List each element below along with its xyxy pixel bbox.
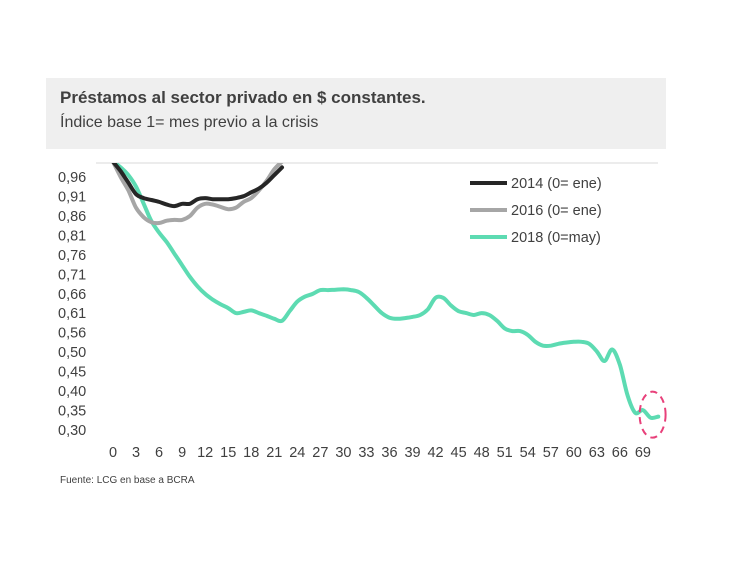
x-tick-label: 0 — [109, 445, 117, 461]
x-tick-label: 48 — [474, 445, 490, 461]
chart-header: Préstamos al sector privado en $ constan… — [46, 78, 666, 149]
x-tick-label: 18 — [243, 445, 259, 461]
chart-subtitle: Índice base 1= mes previo a la crisis — [60, 114, 319, 131]
source-note: Fuente: LCG en base a BCRA — [60, 475, 195, 486]
x-tick-label: 9 — [178, 445, 186, 461]
x-tick-label: 12 — [197, 445, 213, 461]
x-tick-label: 69 — [635, 445, 651, 461]
chart-title: Préstamos al sector privado en $ constan… — [60, 88, 426, 107]
y-tick-label: 0,86 — [58, 209, 86, 225]
y-tick-label: 0,45 — [58, 365, 86, 381]
x-tick-label: 30 — [335, 445, 351, 461]
y-tick-label: 0,61 — [58, 306, 86, 322]
x-tick-label: 27 — [312, 445, 328, 461]
y-tick-label: 0,76 — [58, 248, 86, 264]
y-axis: 0,96 0,91 0,86 0,81 0,76 0,71 0,66 0,61 0,56 0,50… — [58, 170, 86, 439]
series-line-2016 — [111, 163, 284, 226]
x-tick-label: 6 — [155, 445, 163, 461]
y-tick-label: 0,71 — [58, 267, 86, 283]
x-tick-label: 63 — [589, 445, 605, 461]
x-tick-label: 45 — [451, 445, 467, 461]
x-tick-label: 3 — [132, 445, 140, 461]
legend-label: 2014 (0= ene) — [511, 176, 602, 192]
legend: 2014 (0= ene) 2016 (0= ene) 2018 (0=may) — [470, 176, 602, 246]
series-layer — [111, 163, 661, 421]
x-tick-label: 36 — [381, 445, 397, 461]
x-tick-label: 33 — [358, 445, 374, 461]
legend-label: 2018 (0=may) — [511, 230, 601, 246]
x-tick-label: 66 — [612, 445, 628, 461]
y-tick-label: 0,56 — [58, 326, 86, 342]
y-tick-label: 0,81 — [58, 228, 86, 244]
y-tick-label: 0,30 — [58, 423, 86, 439]
x-tick-label: 39 — [404, 445, 420, 461]
series-line-2014 — [111, 163, 284, 209]
y-tick-label: 0,35 — [58, 404, 86, 420]
x-tick-label: 60 — [566, 445, 582, 461]
x-tick-label: 57 — [543, 445, 559, 461]
x-axis: 0 3 6 9 12 15 18 21 24 27 30 33 36 39 42 45 48 51 54 57 60 63… — [109, 445, 651, 461]
y-tick-label: 0,91 — [58, 189, 86, 205]
y-tick-label: 0,66 — [58, 287, 86, 303]
y-tick-label: 0,50 — [58, 345, 86, 361]
series-line-2018 — [111, 163, 661, 421]
legend-label: 2016 (0= ene) — [511, 203, 602, 219]
x-tick-label: 51 — [497, 445, 513, 461]
x-tick-label: 54 — [520, 445, 536, 461]
highlight-ellipse — [638, 390, 667, 439]
x-tick-label: 42 — [427, 445, 443, 461]
y-tick-label: 0,96 — [58, 170, 86, 186]
x-tick-label: 21 — [266, 445, 282, 461]
x-tick-label: 15 — [220, 445, 236, 461]
x-tick-label: 24 — [289, 445, 305, 461]
y-tick-label: 0,40 — [58, 384, 86, 400]
